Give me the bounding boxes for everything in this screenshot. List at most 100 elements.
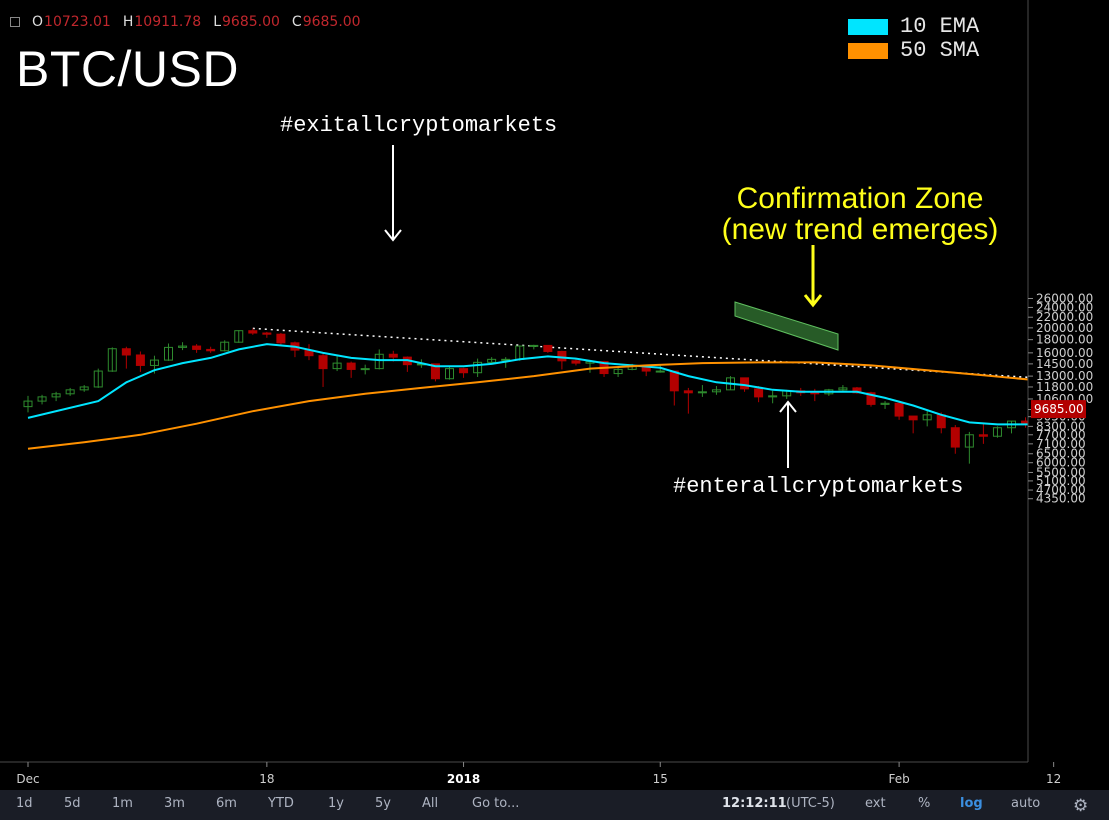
candle <box>402 356 412 372</box>
range-1m[interactable]: 1m <box>112 796 133 811</box>
candle-body <box>220 341 230 352</box>
candle <box>192 344 202 353</box>
y-tick-label: 22000.00 <box>1036 310 1093 324</box>
range-all[interactable]: All <box>422 796 439 811</box>
collapse-icon[interactable] <box>10 17 20 27</box>
low-value: 9685.00 <box>222 14 280 30</box>
candle-body <box>37 396 47 402</box>
candle-body <box>711 389 721 393</box>
candle <box>473 358 483 377</box>
candle <box>711 386 721 395</box>
gear-icon[interactable]: ⚙ <box>1073 796 1089 816</box>
legend-item-ema: 10 EMA <box>848 15 979 39</box>
range-1y[interactable]: 1y <box>328 796 344 811</box>
range-ytd[interactable]: YTD <box>268 796 294 811</box>
candle-body <box>248 330 258 334</box>
y-tick-label: 11800.00 <box>1036 380 1093 394</box>
candle-body <box>768 395 778 398</box>
candle <box>79 385 89 392</box>
range-6m[interactable]: 6m <box>216 796 237 811</box>
candle-body <box>65 389 75 395</box>
candle-body <box>669 370 679 392</box>
auto-toggle[interactable]: auto <box>1011 796 1041 811</box>
candle-body <box>810 392 820 395</box>
candle <box>107 347 117 372</box>
legend-label-ema: 10 EMA <box>900 14 980 39</box>
open-label: O <box>32 14 44 30</box>
arrow-head <box>779 400 797 413</box>
candle <box>543 344 553 353</box>
log-toggle[interactable]: log <box>960 796 983 811</box>
low-label: L <box>213 14 221 30</box>
candle-body <box>149 359 159 366</box>
open-value: 10723.01 <box>44 14 111 30</box>
close-value: 9685.00 <box>302 14 361 30</box>
symbol-title: BTC/USD <box>16 41 239 97</box>
range-5d[interactable]: 5d <box>64 796 81 811</box>
timezone-button[interactable]: (UTC-5) <box>786 796 835 811</box>
y-tick-label: 26000.00 <box>1036 291 1093 305</box>
candle <box>1007 420 1016 434</box>
candle <box>922 410 932 427</box>
candle-body <box>543 344 553 352</box>
legend-item-sma: 50 SMA <box>848 39 979 63</box>
candle <box>655 365 665 373</box>
candle-body <box>164 346 173 361</box>
candle-body <box>346 362 356 370</box>
candle <box>164 343 173 361</box>
candle <box>557 350 567 370</box>
y-tick-label: 24000.00 <box>1036 300 1093 314</box>
candle-body <box>529 344 539 347</box>
candle <box>206 346 216 353</box>
last-price-tag <box>1031 400 1086 419</box>
range-3m[interactable]: 3m <box>164 796 185 811</box>
candle <box>459 367 469 378</box>
percent-toggle[interactable]: % <box>918 796 931 811</box>
y-tick-label: 7100.00 <box>1036 437 1086 451</box>
close-label: C <box>291 14 302 30</box>
ohlc-readout: O10723.01 H10911.78 L9685.00 C9685.00 <box>10 14 361 30</box>
candle-body <box>135 354 145 366</box>
annotation-exit: #exitallcryptomarkets <box>280 113 558 138</box>
legend-swatch-ema <box>848 19 888 35</box>
high-label: H <box>122 14 134 30</box>
candle-body <box>374 353 384 370</box>
price-chart[interactable]: 26000.0024000.0022000.0020000.0018000.00… <box>0 0 1109 790</box>
candle-body <box>262 332 272 335</box>
y-tick-label: 8300.00 <box>1036 419 1086 433</box>
candle <box>838 385 848 392</box>
ext-toggle[interactable]: ext <box>865 796 886 811</box>
candle <box>950 425 960 454</box>
candle <box>978 423 988 444</box>
candle-body <box>276 333 286 344</box>
confirmation-line2: (new trend emerges) <box>721 213 999 246</box>
candle <box>121 346 131 369</box>
range-1d[interactable]: 1d <box>16 796 33 811</box>
y-axis-panel <box>1028 0 1109 762</box>
y-tick-label: 6500.00 <box>1036 447 1086 461</box>
confirmation-line1: Confirmation Zone <box>736 182 984 215</box>
x-tick-label: 12 <box>1046 772 1061 786</box>
y-tick-label: 18000.00 <box>1036 333 1093 347</box>
candle-body <box>683 390 693 394</box>
y-tick-label: 14500.00 <box>1036 357 1093 371</box>
candle <box>65 387 75 396</box>
candle <box>964 431 974 464</box>
candle-body <box>318 355 328 370</box>
candle-body <box>487 358 497 363</box>
candle-body <box>936 414 946 429</box>
y-tick-label: 4700.00 <box>1036 483 1086 497</box>
candle-body <box>107 348 117 372</box>
candle-body <box>93 370 103 388</box>
goto-date-button[interactable]: Go to... <box>472 796 520 811</box>
candle-body <box>79 386 89 391</box>
candle-body <box>950 427 960 448</box>
candle <box>135 351 145 372</box>
last-price-label: 9685.00 <box>1034 402 1084 416</box>
chart-legend: 10 EMA 50 SMA <box>848 15 979 63</box>
range-5y[interactable]: 5y <box>375 796 391 811</box>
candle <box>304 344 314 361</box>
candle-body <box>557 350 567 362</box>
arrow-head <box>803 294 823 308</box>
